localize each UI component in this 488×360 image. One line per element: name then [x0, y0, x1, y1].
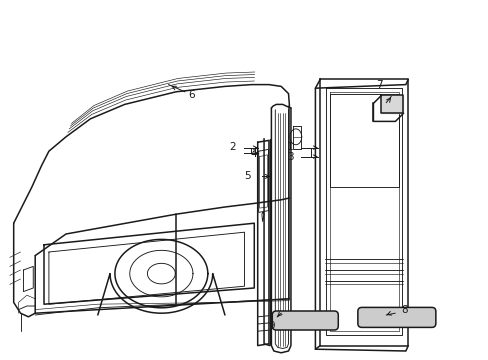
Text: 7: 7	[376, 80, 383, 90]
Text: 8: 8	[400, 305, 407, 315]
Text: 3: 3	[286, 152, 293, 162]
Text: 2: 2	[229, 142, 236, 152]
Text: 1: 1	[286, 142, 293, 152]
Text: 4: 4	[250, 149, 257, 159]
Text: 9: 9	[267, 321, 274, 331]
Text: 6: 6	[188, 90, 195, 100]
FancyBboxPatch shape	[272, 311, 338, 330]
FancyBboxPatch shape	[357, 307, 435, 327]
Polygon shape	[381, 95, 403, 113]
Text: 5: 5	[243, 171, 250, 181]
